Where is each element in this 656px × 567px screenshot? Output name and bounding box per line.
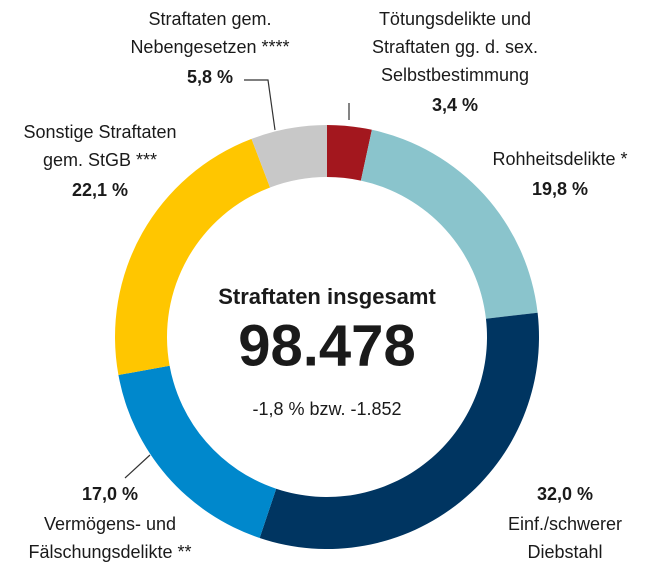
donut-segment (327, 125, 372, 181)
center-title: Straftaten insgesamt (218, 284, 436, 309)
leader-line (244, 79, 276, 131)
value-label: 5,8 % (187, 67, 233, 87)
value-label: 17,0 % (82, 484, 138, 504)
donut-segment (114, 138, 271, 376)
category-label: Rohheitsdelikte * (492, 149, 627, 169)
category-label: gem. StGB *** (43, 150, 157, 170)
category-label: Selbstbestimmung (381, 65, 529, 85)
category-label: Vermögens- und (44, 514, 176, 534)
category-label: Tötungsdelikte und (379, 9, 531, 29)
value-label: 32,0 % (537, 484, 593, 504)
value-label: 22,1 % (72, 180, 128, 200)
donut-segment (360, 129, 538, 319)
center-subtitle: -1,8 % bzw. -1.852 (252, 399, 401, 419)
category-label: Fälschungsdelikte ** (28, 542, 191, 562)
category-label: Sonstige Straftaten (23, 122, 176, 142)
donut-segment (251, 125, 327, 188)
category-label: Nebengesetzen **** (130, 37, 289, 57)
value-label: 19,8 % (532, 179, 588, 199)
value-label: 3,4 % (432, 95, 478, 115)
donut-segment (118, 365, 277, 539)
category-label: Straftaten gem. (148, 9, 271, 29)
center-value: 98.478 (238, 313, 415, 378)
leader-line (124, 454, 151, 479)
category-label: Straftaten gg. d. sex. (372, 37, 538, 57)
donut-segment (259, 312, 539, 550)
category-label: Diebstahl (527, 542, 602, 562)
category-label: Einf./schwerer (508, 514, 622, 534)
